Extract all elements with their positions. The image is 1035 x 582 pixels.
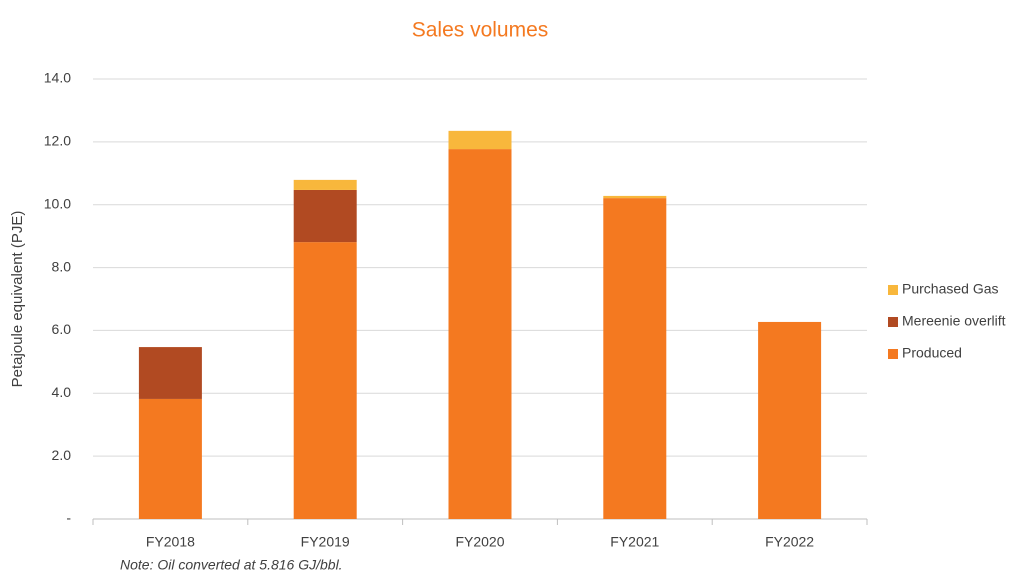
x-tick-label: FY2018 [146,534,195,550]
bar-segment [293,242,357,519]
bar-segment [293,179,357,190]
y-tick-label: 12.0 [44,133,71,149]
bar-segment [603,195,667,199]
y-tick-label: - [66,510,71,526]
bar-segment [603,198,667,519]
legend-swatch [888,317,898,327]
legend-label: Mereenie overlift [902,313,1006,329]
legend-swatch [888,349,898,359]
y-tick-label: 8.0 [52,258,72,274]
legend-label: Produced [902,345,962,361]
bar-segment [293,189,357,243]
bar-segment [138,347,202,399]
y-axis-label: Petajoule equivalent (PJE) [9,211,26,388]
y-tick-label: 14.0 [44,70,71,86]
y-tick-label: 6.0 [52,321,72,337]
y-tick-label: 4.0 [52,384,72,400]
bar-segment [138,398,202,519]
x-tick-label: FY2021 [610,534,659,550]
legend-label: Purchased Gas [902,281,999,297]
x-tick-label: FY2019 [301,534,350,550]
chart-title: Sales volumes [412,19,549,42]
y-tick-label: 2.0 [52,447,72,463]
bar-segment [448,130,512,150]
bar-segment [758,321,822,519]
x-tick-label: FY2020 [455,534,504,550]
bar-segment [448,149,512,520]
x-tick-label: FY2022 [765,534,814,550]
legend-swatch [888,285,898,295]
y-tick-label: 10.0 [44,195,71,211]
note: Note: Oil converted at 5.816 GJ/bbl. [120,557,343,573]
